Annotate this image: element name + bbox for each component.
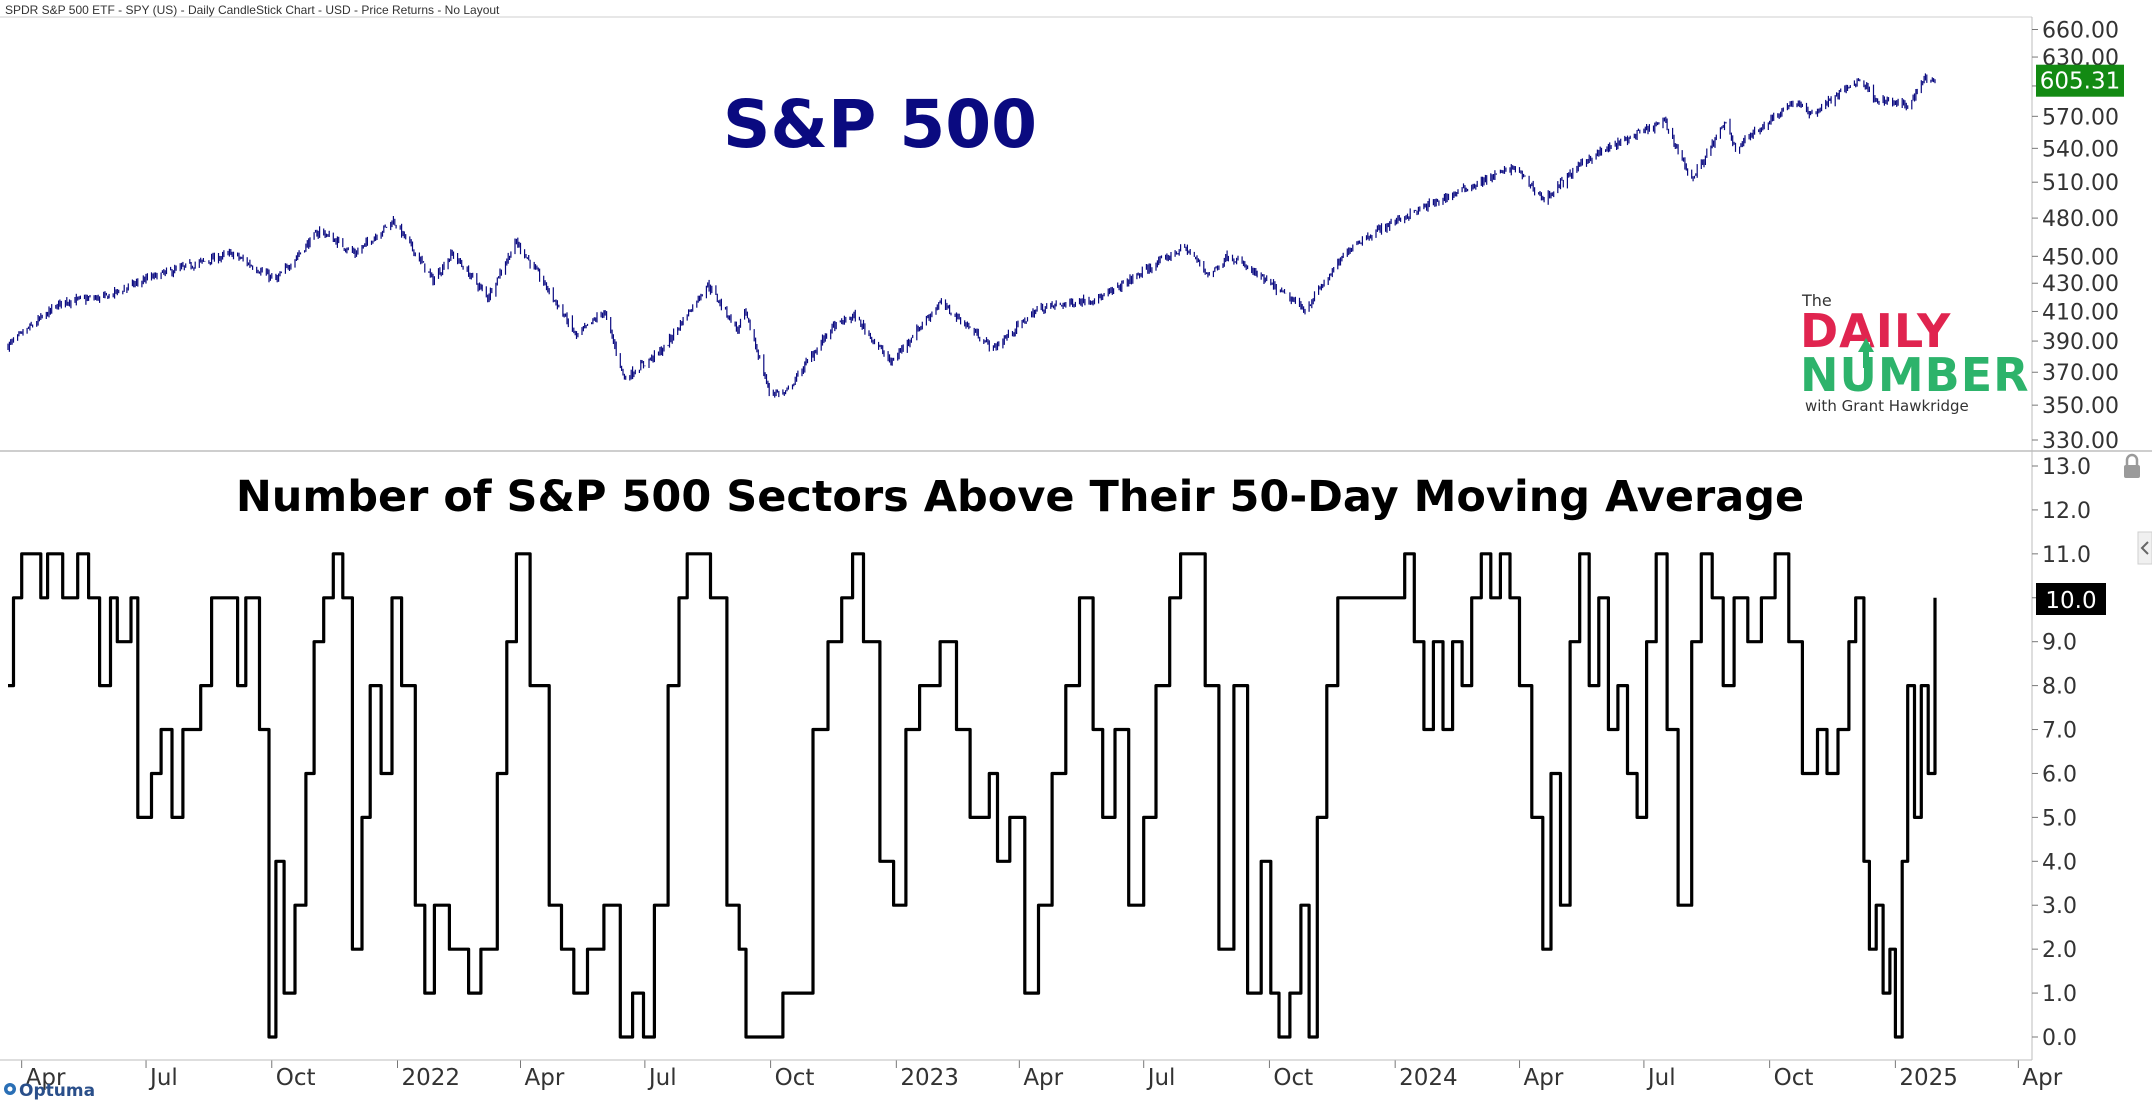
lock-icon[interactable] — [2124, 453, 2140, 478]
optuma-logo: Optuma — [4, 1081, 95, 1101]
sectors-tick-label: 7.0 — [2042, 719, 2077, 744]
price-panel: S&P 500 330.00 350.00 370.00 390.00 410.00 43… — [0, 16, 2152, 1060]
sectors-tick-label: 9.0 — [2042, 631, 2077, 656]
sectors-tick-label: 0.0 — [2042, 1026, 2077, 1051]
price-tick-label: 660.00 — [2042, 19, 2119, 44]
date-tick-label: Apr — [1023, 1065, 1063, 1091]
date-tick-label: Apr — [1524, 1065, 1564, 1091]
sectors-series-line — [8, 552, 1937, 1039]
price-tick-label: 430.00 — [2042, 272, 2119, 297]
price-tick-label: 510.00 — [2042, 171, 2119, 196]
date-tick-label: Jul — [148, 1065, 178, 1091]
logo-daily: DAILY — [1800, 304, 1951, 358]
date-tick-label: Apr — [525, 1065, 565, 1091]
logo-tagline: with Grant Hawkridge — [1805, 397, 1969, 415]
sectors-tick-label: 8.0 — [2042, 675, 2077, 700]
price-tick-label: 540.00 — [2042, 137, 2119, 162]
up-arrow-icon — [1858, 338, 1874, 368]
sectors-tick-label: 5.0 — [2042, 806, 2077, 831]
price-tick-label: 410.00 — [2042, 300, 2119, 325]
price-tick-label: 480.00 — [2042, 207, 2119, 232]
logo-the: The — [1801, 291, 1832, 310]
date-axis-ticks: Apr Jul Oct 2022 Apr Jul Oct 2023 Apr Jul Oct 2024 A… — [21, 1060, 2063, 1091]
price-last-value-box — [2036, 64, 2124, 97]
date-tick-label: Apr — [2022, 1065, 2062, 1091]
price-tick-label: 390.00 — [2042, 330, 2119, 355]
date-tick-label: 2022 — [402, 1065, 461, 1091]
date-tick-label: 2024 — [1399, 1065, 1458, 1091]
price-candles — [7, 73, 1936, 398]
price-tick-label: 330.00 — [2042, 429, 2119, 454]
sectors-last-value-tag: 10.0 — [2036, 583, 2106, 615]
optuma-brand-text: Optuma — [19, 1081, 95, 1101]
price-tick-label: 570.00 — [2042, 105, 2119, 130]
sectors-last-value-label: 10.0 — [2045, 588, 2096, 614]
sectors-tick-label: 13.0 — [2042, 455, 2091, 480]
price-last-value-tag: 605.31 — [2036, 64, 2124, 97]
date-tick-label: Jul — [1646, 1065, 1676, 1091]
date-tick-label: Oct — [1273, 1065, 1313, 1091]
sectors-chart-title: Number of S&P 500 Sectors Above Their 50… — [236, 472, 1804, 522]
sectors-tick-label: 1.0 — [2042, 982, 2077, 1007]
sectors-tick-label: 3.0 — [2042, 894, 2077, 919]
date-tick-label: 2023 — [900, 1065, 959, 1091]
date-tick-label: Jul — [647, 1065, 677, 1091]
price-tick-label: 350.00 — [2042, 394, 2119, 419]
price-chart-title: S&P 500 — [723, 86, 1037, 163]
price-last-value-label: 605.31 — [2040, 69, 2120, 95]
sectors-tick-label: 2.0 — [2042, 938, 2077, 963]
date-tick-label: 2025 — [1899, 1065, 1958, 1091]
date-tick-label: Jul — [1146, 1065, 1176, 1091]
collapse-panel-icon[interactable] — [2137, 531, 2152, 565]
sectors-axis-ticks: 0.01.02.03.04.05.06.07.08.09.010.011.012… — [2032, 455, 2091, 1051]
chart-header-info: SPDR S&P 500 ETF - SPY (US) - Daily Cand… — [5, 3, 500, 17]
date-tick-label: Oct — [775, 1065, 815, 1091]
price-tick-label: 450.00 — [2042, 245, 2119, 270]
logo-number: NUMBER — [1800, 348, 2030, 402]
sectors-tick-label: 6.0 — [2042, 762, 2077, 787]
sectors-tick-label: 11.0 — [2042, 543, 2091, 568]
sectors-last-value-box — [2036, 583, 2106, 615]
date-tick-label: Oct — [276, 1065, 316, 1091]
sectors-panel: Number of S&P 500 Sectors Above Their 50… — [0, 455, 2106, 1091]
sectors-tick-label: 12.0 — [2042, 499, 2091, 524]
date-tick-label: Apr — [26, 1065, 66, 1091]
price-tick-label: 370.00 — [2042, 361, 2119, 386]
sectors-tick-label: 4.0 — [2042, 850, 2077, 875]
daily-number-logo: The DAILY NUMBER with Grant Hawkridge — [1800, 291, 2030, 415]
date-tick-label: Oct — [1774, 1065, 1814, 1091]
